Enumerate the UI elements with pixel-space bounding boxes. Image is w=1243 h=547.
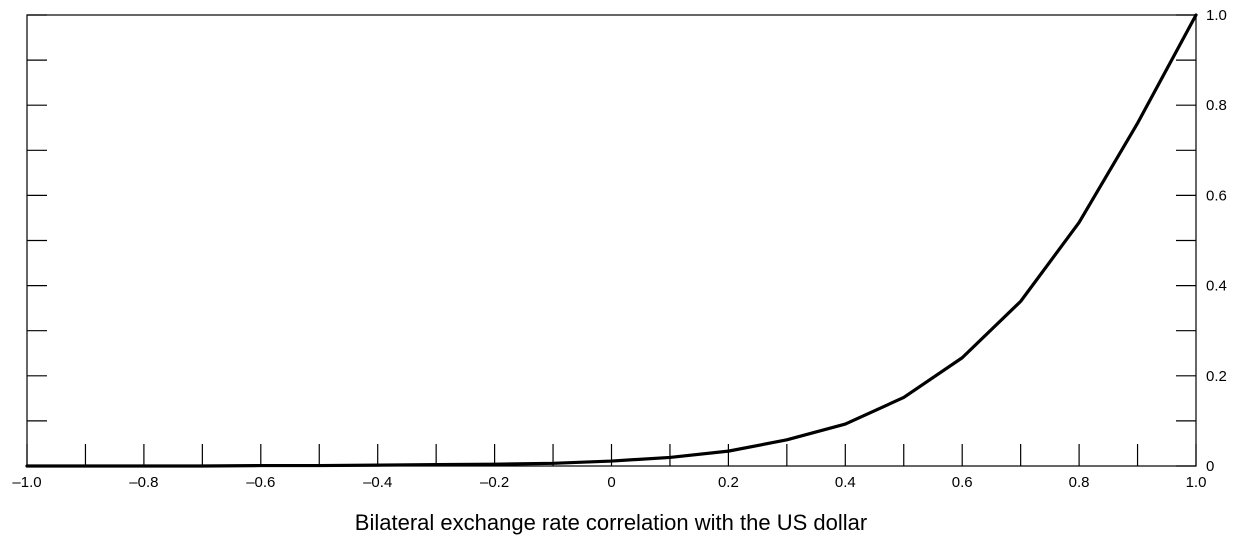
x-tick-label: –0.2 — [480, 474, 509, 491]
x-tick-label: –1.0 — [12, 474, 41, 491]
x-tick-label: 0.6 — [952, 474, 973, 491]
x-tick-label: 1.0 — [1186, 474, 1207, 491]
x-tick-label: 0.8 — [1069, 474, 1090, 491]
x-axis-ticks — [26, 444, 1197, 466]
x-tick-label: 0 — [607, 474, 615, 491]
series-line — [25, 13, 1198, 468]
x-tick-label: –0.4 — [363, 474, 392, 491]
y-tick-label: 0.2 — [1206, 368, 1227, 385]
x-tick-label: 0.2 — [718, 474, 739, 491]
y-tick-label: 0 — [1206, 458, 1214, 475]
x-axis-tick-labels: –1.0 –0.8 –0.6 –0.4 –0.2 0 0.2 0.4 0.6 0.8 1.0 — [12, 474, 1206, 491]
y-tick-label: 0.6 — [1206, 187, 1227, 204]
x-tick-label: –0.6 — [246, 474, 275, 491]
x-axis-title: Bilateral exchange rate correlation with… — [355, 510, 867, 535]
y-tick-label: 0.4 — [1206, 278, 1227, 295]
y-tick-label: 1.0 — [1206, 7, 1227, 24]
y-axis-tick-labels: 0 0.2 0.4 0.6 0.8 1.0 — [1206, 7, 1227, 475]
y-tick-label: 0.8 — [1206, 97, 1227, 114]
x-tick-label: 0.4 — [835, 474, 856, 491]
series-group — [25, 13, 1198, 468]
y-axis-ticks — [27, 14, 1196, 467]
plot-frame — [26, 14, 1197, 467]
x-tick-label: –0.8 — [129, 474, 158, 491]
